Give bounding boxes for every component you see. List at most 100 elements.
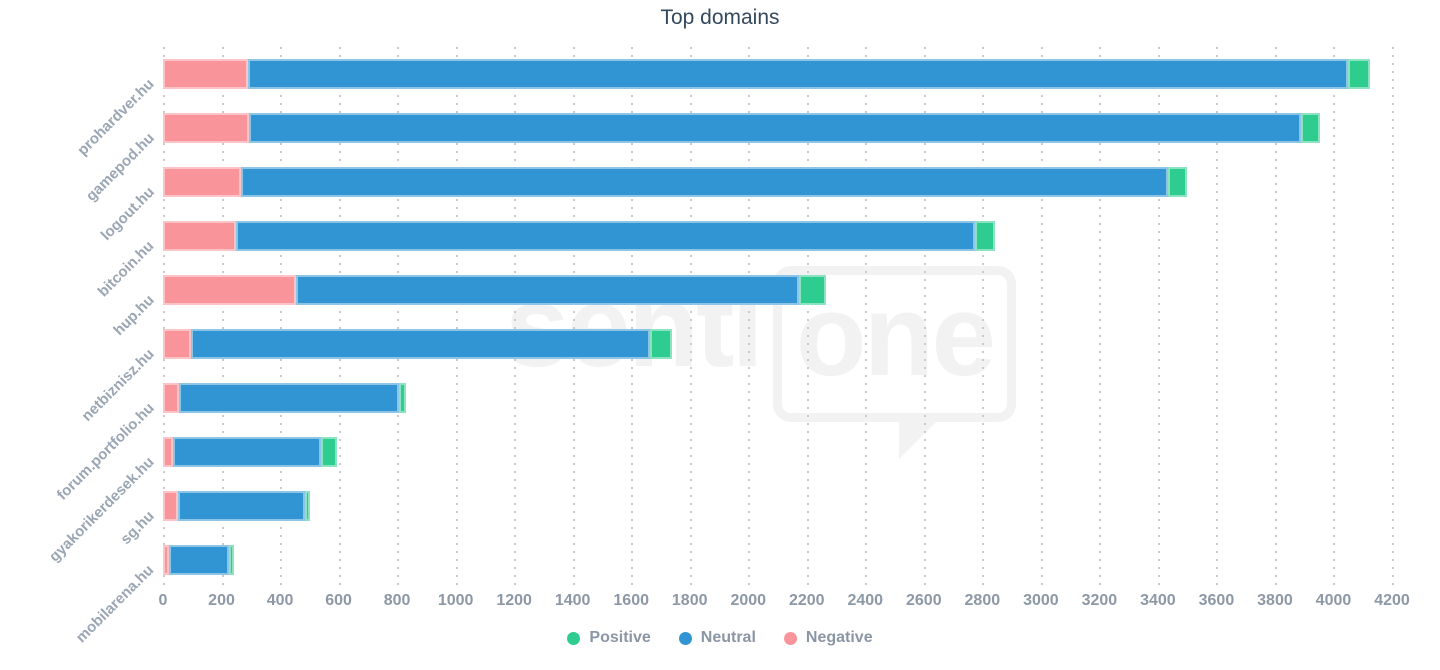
gridline [514, 47, 517, 587]
bar-segment-positive[interactable] [799, 275, 826, 305]
x-tick-label: 200 [208, 592, 235, 609]
x-axis: 0 200 400 600 800 1000 1200 1400 1600 1800 2000 220… [159, 592, 1413, 614]
bar-segment-neutral[interactable] [168, 545, 229, 575]
x-tick-label: 2000 [730, 592, 767, 609]
bar-segment-positive[interactable] [975, 221, 996, 251]
x-tick-label: 2400 [847, 592, 884, 609]
bar-segment-positive[interactable] [1168, 167, 1188, 197]
gridline [1333, 47, 1336, 587]
x-tick-label: 800 [383, 592, 411, 609]
bar-segment-negative[interactable] [163, 437, 174, 467]
gridlines [163, 47, 1400, 587]
gridline [163, 47, 165, 587]
gridline [397, 47, 400, 587]
bar-segment-negative[interactable] [163, 221, 237, 251]
legend-item-negative[interactable]: Negative [783, 629, 873, 647]
gridline [1274, 47, 1277, 587]
x-tick-label: 2200 [788, 592, 825, 609]
gridline [572, 47, 575, 587]
legend-dot-icon [783, 631, 797, 645]
bar-segment-negative[interactable] [163, 545, 169, 575]
bar-segment-positive[interactable] [304, 491, 310, 521]
plot-area [163, 47, 1400, 587]
bar-segment-negative[interactable] [163, 329, 191, 359]
x-tick-label: 1600 [613, 592, 649, 609]
bar-row [163, 263, 1400, 317]
gridline [923, 47, 926, 587]
x-tick-label: 3000 [1023, 592, 1059, 609]
bar-segment-positive[interactable] [1348, 59, 1371, 89]
x-tick-label: 2600 [906, 592, 942, 609]
bar-segment-positive[interactable] [398, 383, 406, 413]
bar-segment-neutral[interactable] [247, 59, 1349, 89]
bar-row [163, 209, 1400, 263]
bar-segment-neutral[interactable] [190, 329, 651, 359]
legend-item-neutral[interactable]: Neutral [678, 629, 756, 647]
bar-segment-neutral[interactable] [296, 275, 800, 305]
x-tick-label: 3600 [1198, 592, 1235, 609]
category-label: gyakorikerdesek.hu [46, 453, 158, 566]
bar-segment-negative[interactable] [163, 491, 178, 521]
watermark-bubble-tail [898, 414, 943, 459]
bar-row [163, 101, 1400, 155]
category-label: logout.hu [97, 183, 158, 244]
x-tick-label: 3800 [1257, 592, 1293, 609]
legend-dot-icon [567, 631, 581, 645]
x-tick-label: 600 [325, 592, 352, 609]
bar-row [163, 479, 1400, 533]
bar-segment-neutral[interactable] [179, 383, 399, 413]
bar-segment-negative[interactable] [163, 383, 180, 413]
category-label: forum.portfolio.hu [53, 399, 158, 504]
x-tick-label: 0 [158, 592, 168, 609]
gridline [280, 47, 283, 587]
bar-row [163, 317, 1400, 371]
bar-segment-neutral[interactable] [236, 221, 975, 251]
gridline [631, 47, 634, 587]
gridline [455, 47, 458, 587]
legend-item-positive[interactable]: Positive [567, 629, 651, 647]
legend-label: Neutral [700, 629, 756, 646]
x-tick-label: 3400 [1140, 592, 1176, 609]
bar-segment-neutral[interactable] [240, 167, 1169, 197]
bar-segment-negative[interactable] [163, 167, 241, 197]
gridline [338, 47, 341, 587]
bar-segment-negative[interactable] [163, 275, 297, 305]
bar-segment-neutral[interactable] [177, 491, 305, 521]
category-label: bitcoin.hu [94, 237, 158, 301]
legend-label: Negative [805, 629, 873, 646]
watermark-speech-bubble-icon: one [772, 266, 1016, 459]
gridline [806, 47, 809, 587]
watermark-boxed-text: one [795, 270, 996, 400]
gridline [748, 47, 751, 587]
gridline [1040, 47, 1043, 587]
gridline [689, 47, 692, 587]
bars [163, 47, 1400, 587]
x-tick-label: 2800 [964, 592, 1001, 609]
x-tick-label: 4000 [1315, 592, 1352, 609]
gridline [1216, 47, 1219, 587]
x-tick-label: 1000 [437, 592, 474, 609]
x-tick-label: 400 [266, 592, 294, 609]
bar-segment-negative[interactable] [163, 59, 248, 89]
bar-segment-neutral[interactable] [173, 437, 321, 467]
x-tick-label: 3200 [1081, 592, 1118, 609]
legend-label: Positive [589, 629, 651, 646]
bar-segment-positive[interactable] [650, 329, 673, 359]
gridline [865, 47, 868, 587]
bar-row [163, 155, 1400, 209]
bar-segment-neutral[interactable] [249, 113, 1302, 143]
x-tick-label: 1200 [496, 592, 532, 609]
x-tick-label: 1400 [554, 592, 591, 609]
gridline [1099, 47, 1102, 587]
bar-segment-positive[interactable] [228, 545, 234, 575]
bar-row [163, 371, 1400, 425]
chart-title: Top domains [660, 6, 780, 29]
bar-segment-positive[interactable] [1301, 113, 1321, 143]
bar-row [163, 425, 1400, 479]
bar-segment-negative[interactable] [163, 113, 250, 143]
bar-segment-positive[interactable] [321, 437, 338, 467]
legend: Positive Neutral Negative [0, 629, 1440, 647]
legend-dot-icon [678, 631, 692, 645]
bar-row [163, 47, 1400, 101]
